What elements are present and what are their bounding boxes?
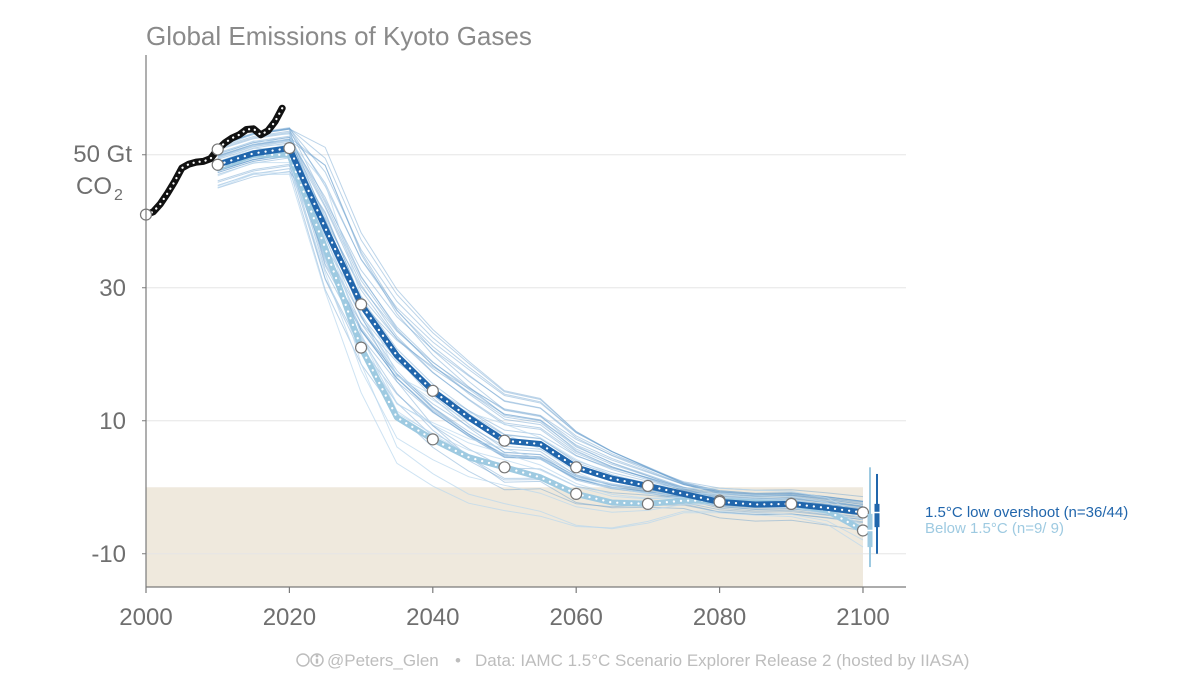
scenario-line xyxy=(217,173,864,541)
series-marker xyxy=(570,487,583,500)
scenario-line xyxy=(217,127,864,502)
footer-source: Data: IAMC 1.5°C Scenario Explorer Relea… xyxy=(475,651,969,670)
y-unit-line1: 50 Gt xyxy=(73,141,132,168)
legend-below-1-5: Below 1.5°C (n=9/ 9) xyxy=(925,520,1064,537)
y-unit-line2: CO xyxy=(76,173,112,200)
scenario-line xyxy=(217,168,864,523)
scenario-line xyxy=(217,153,864,519)
scenario-line xyxy=(217,155,864,518)
scenario-line xyxy=(217,150,864,526)
legend: 1.5°C low overshoot (n=36/44) Below 1.5°… xyxy=(925,504,1128,537)
scenario-line xyxy=(217,140,864,531)
series-marker xyxy=(641,497,654,510)
scenario-line xyxy=(217,131,864,503)
series-marker xyxy=(498,434,511,447)
x-tick-label: 2020 xyxy=(263,604,316,631)
series-marker xyxy=(641,479,654,493)
y-tick-label: -10 xyxy=(91,541,126,568)
cc-by-icons xyxy=(296,653,324,667)
x-tick-label: 2060 xyxy=(549,604,602,631)
series-marker xyxy=(354,298,368,311)
series-marker xyxy=(426,433,439,446)
series-lines xyxy=(139,104,870,537)
y-tick-label: 30 xyxy=(99,275,126,302)
legend-low-overshoot: 1.5°C low overshoot (n=36/44) xyxy=(925,504,1128,521)
series-marker xyxy=(426,384,439,397)
x-tick-label: 2080 xyxy=(693,604,746,631)
footer-separator: • xyxy=(455,651,461,670)
series-marker xyxy=(570,461,583,474)
chart-title: Global Emissions of Kyoto Gases xyxy=(146,21,532,51)
scenario-ensemble xyxy=(217,127,864,548)
y-tick-label: 10 xyxy=(99,408,126,435)
x-tick-label: 2000 xyxy=(119,604,172,631)
scenario-line xyxy=(217,135,864,507)
series-marker xyxy=(713,495,726,508)
series-marker xyxy=(211,143,224,156)
series-marker xyxy=(211,158,224,171)
series-marker xyxy=(354,341,368,354)
scenario-line xyxy=(217,170,864,532)
scenario-line xyxy=(217,155,864,521)
range-bars-2100 xyxy=(866,467,881,568)
footer: @Peters_Glen • Data: IAMC 1.5°C Scenario… xyxy=(296,651,969,670)
axes: -10 10 30 2000 2020 2040 2060 2080 2100 xyxy=(91,55,906,631)
scenario-line xyxy=(217,157,864,516)
series-marker xyxy=(283,142,296,155)
x-tick-label: 2040 xyxy=(406,604,459,631)
y-unit-label: 50 Gt CO 2 xyxy=(73,141,132,204)
y-unit-subscript: 2 xyxy=(114,187,123,204)
footer-handle: @Peters_Glen xyxy=(327,651,439,670)
scenario-line xyxy=(217,128,864,502)
series-marker xyxy=(498,461,511,474)
series-marker xyxy=(785,497,798,510)
series-marker xyxy=(856,506,870,519)
x-tick-label: 2100 xyxy=(836,604,889,631)
series-dots-low-overshoot xyxy=(216,146,865,514)
